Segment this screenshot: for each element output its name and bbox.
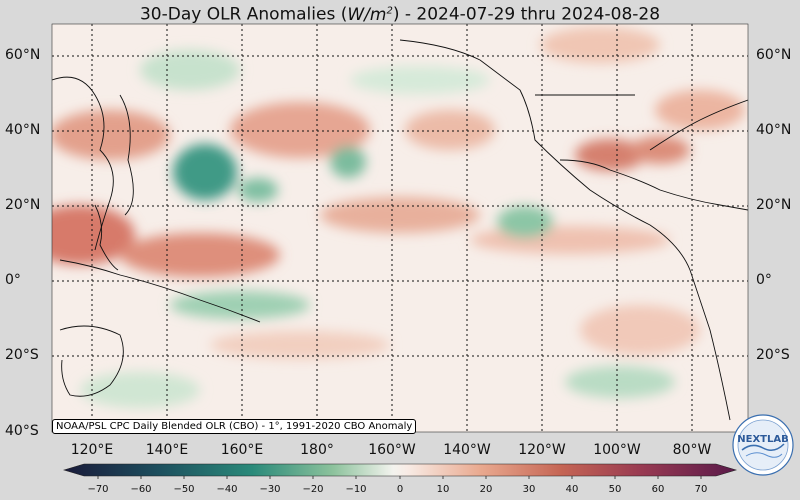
colorbar-tick-label: 70 bbox=[694, 484, 708, 495]
map-title: 30-Day OLR Anomalies (W/m2) - 2024-07-29… bbox=[139, 4, 661, 25]
lon-label-120e: 120°E bbox=[70, 442, 114, 458]
colorbar-tick-label: 40 bbox=[565, 484, 579, 495]
colorbar-tick-label: −30 bbox=[259, 484, 281, 495]
colorbar-tick-label: 20 bbox=[479, 484, 493, 495]
lon-label-140e: 140°E bbox=[145, 442, 189, 458]
lon-label-160e: 160°E bbox=[220, 442, 264, 458]
lon-label-100w: 100°W bbox=[593, 442, 641, 458]
colorbar-tick-label: −20 bbox=[302, 484, 324, 495]
lat-label-60n-right: 60°N bbox=[756, 47, 792, 63]
colorbar-tick-label: 50 bbox=[608, 484, 622, 495]
svg-text:NEXTLAB: NEXTLAB bbox=[737, 434, 788, 445]
colorbar-tick-label: −10 bbox=[345, 484, 367, 495]
colorbar-tick-label: −60 bbox=[130, 484, 152, 495]
lat-label-60n-left: 60°N bbox=[5, 47, 41, 63]
data-credit: NOAA/PSL CPC Daily Blended OLR (CBO) - 1… bbox=[52, 419, 417, 434]
nextlab-logo-icon: NEXTLAB bbox=[732, 414, 794, 476]
lat-label-40n-left: 40°N bbox=[5, 122, 41, 138]
lat-label-20n-right: 20°N bbox=[756, 197, 792, 213]
lat-label-40n-right: 40°N bbox=[756, 122, 792, 138]
lat-label-eq-left: 0° bbox=[5, 272, 21, 288]
colorbar-tick-label: 30 bbox=[522, 484, 536, 495]
lon-label-140w: 140°W bbox=[443, 442, 491, 458]
lat-label-eq-right: 0° bbox=[756, 272, 772, 288]
lon-label-180: 180° bbox=[300, 442, 334, 458]
lon-label-160w: 160°W bbox=[368, 442, 416, 458]
colorbar bbox=[62, 463, 738, 479]
colorbar-tick-label: 10 bbox=[436, 484, 450, 495]
lat-label-20s-left: 20°S bbox=[5, 347, 39, 363]
colorbar-tick-label: −40 bbox=[216, 484, 238, 495]
lat-label-20s-right: 20°S bbox=[756, 347, 790, 363]
lat-label-40s-left: 40°S bbox=[5, 423, 39, 439]
lon-label-120w: 120°W bbox=[518, 442, 566, 458]
graticule bbox=[52, 24, 748, 432]
colorbar-tick-label: −70 bbox=[87, 484, 109, 495]
colorbar-tick-label: 0 bbox=[396, 484, 404, 495]
lon-label-80w: 80°W bbox=[672, 442, 712, 458]
coastlines bbox=[52, 39, 748, 421]
olr-anomaly-field bbox=[52, 24, 748, 432]
lat-label-20n-left: 20°N bbox=[5, 197, 41, 213]
colorbar-tick-label: −50 bbox=[173, 484, 195, 495]
colorbar-tick-label: 60 bbox=[651, 484, 665, 495]
